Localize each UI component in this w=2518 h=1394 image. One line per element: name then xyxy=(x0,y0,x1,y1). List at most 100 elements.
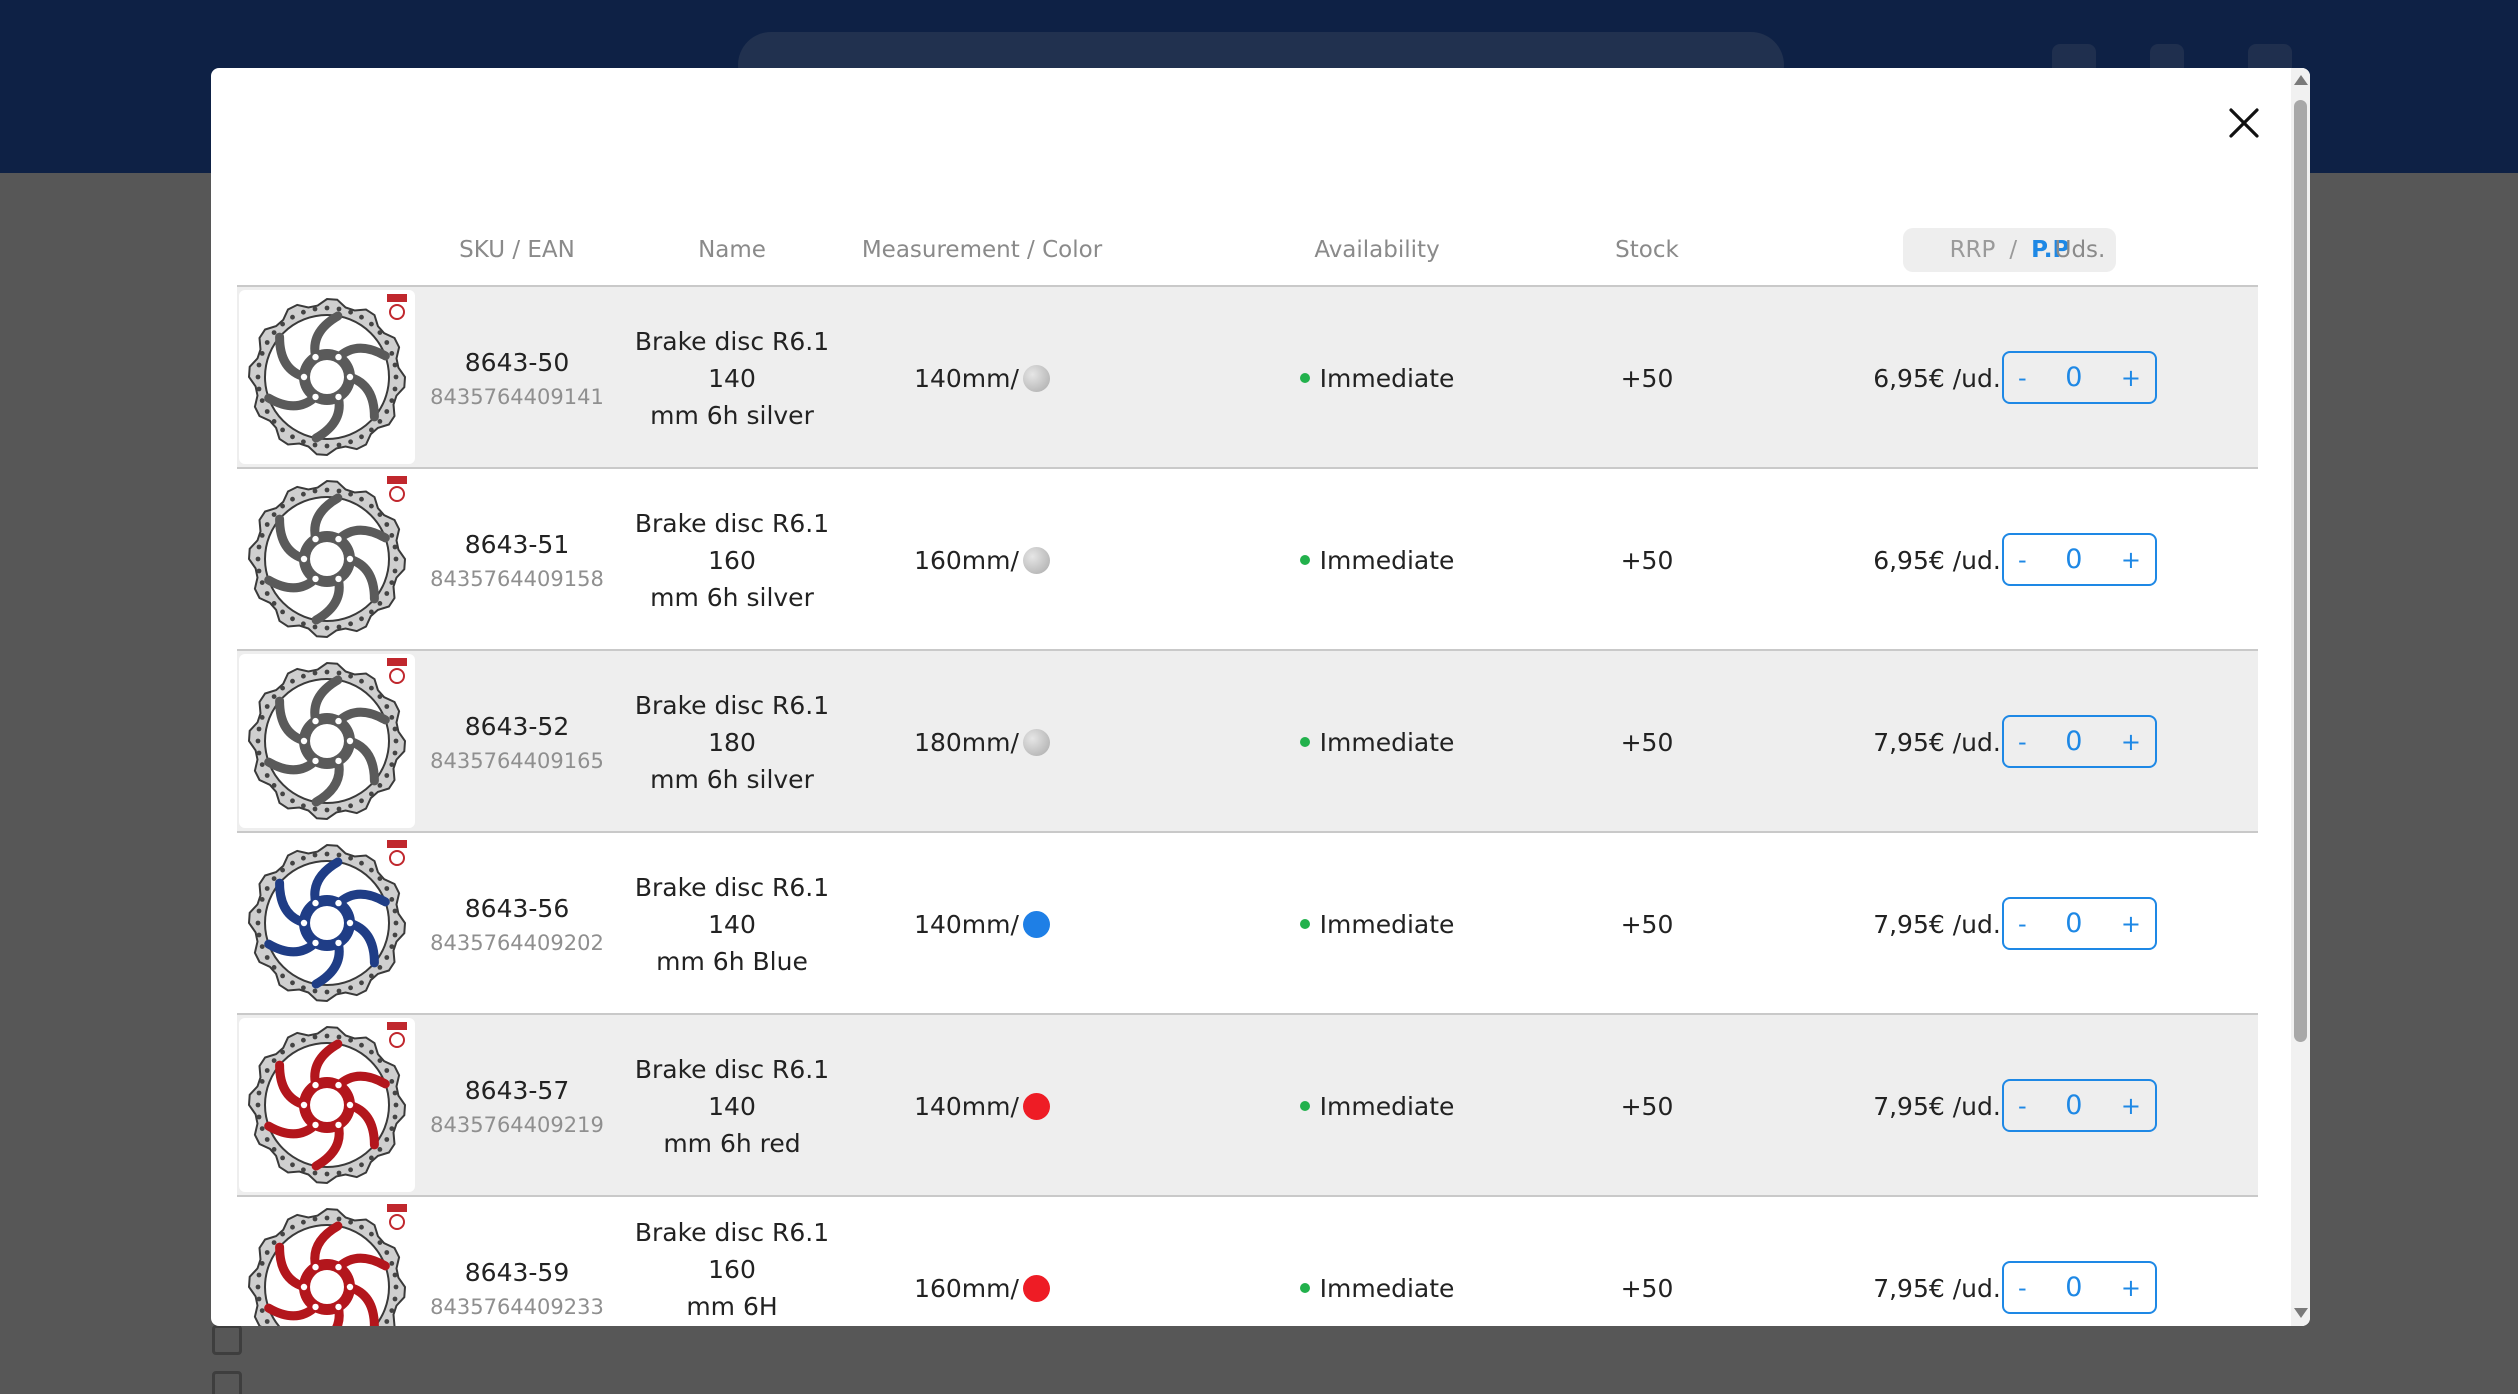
decrease-quantity-button[interactable]: - xyxy=(2018,1273,2027,1302)
quantity-stepper[interactable]: - 0 + xyxy=(2002,533,2157,586)
measurement-text: 160mm/ xyxy=(914,545,1019,575)
price-mode-rrp[interactable]: RRP xyxy=(1949,237,1996,263)
quantity-stepper[interactable]: - 0 + xyxy=(2002,351,2157,404)
scroll-up-arrow-icon[interactable] xyxy=(2294,75,2308,85)
ean-text: 8435764409202 xyxy=(430,930,604,955)
price-cell: 6,95€ /ud. xyxy=(1857,287,2017,469)
measurement-text: 180mm/ xyxy=(914,727,1019,757)
scroll-down-arrow-icon[interactable] xyxy=(2294,1308,2308,1318)
table-row[interactable]: 8643-57 8435764409219 Brake disc R6.1 14… xyxy=(237,1013,2258,1195)
product-name-line2: mm 6h silver xyxy=(650,400,814,430)
close-button[interactable] xyxy=(2219,98,2269,148)
quantity-input[interactable]: 0 xyxy=(2065,1090,2083,1121)
stock-cell: +50 xyxy=(1567,651,1727,833)
product-thumbnail[interactable] xyxy=(239,472,415,646)
stock-text: +50 xyxy=(1620,545,1674,575)
modal-scrollbar[interactable] xyxy=(2291,68,2310,1326)
measurement-color-cell: 160mm/ xyxy=(847,469,1117,651)
stock-cell: +50 xyxy=(1567,469,1727,651)
price-text: 6,95€ /ud. xyxy=(1873,545,2001,575)
close-icon xyxy=(2229,108,2259,138)
quantity-input[interactable]: 0 xyxy=(2065,908,2083,939)
table-row[interactable]: 8643-59 8435764409233 Brake disc R6.1 16… xyxy=(237,1195,2258,1326)
increase-quantity-button[interactable]: + xyxy=(2120,363,2141,392)
product-name-line2: mm 6h red xyxy=(663,1128,801,1158)
increase-quantity-button[interactable]: + xyxy=(2120,1091,2141,1120)
increase-quantity-button[interactable]: + xyxy=(2120,909,2141,938)
scrollbar-thumb[interactable] xyxy=(2294,100,2307,1042)
quantity-input[interactable]: 0 xyxy=(2065,1272,2083,1303)
increase-quantity-button[interactable]: + xyxy=(2120,1273,2141,1302)
quantity-stepper[interactable]: - 0 + xyxy=(2002,715,2157,768)
decrease-quantity-button[interactable]: - xyxy=(2018,909,2027,938)
quantity-input[interactable]: 0 xyxy=(2065,362,2083,393)
price-mode-toggle[interactable]: RRP / P.P xyxy=(1903,228,2116,272)
header-sku-ean: SKU / EAN xyxy=(459,237,575,263)
header-measurement-color: Measurement / Color xyxy=(861,237,1103,263)
product-variants-modal: SKU / EAN Name Measurement / Color Avail… xyxy=(211,68,2310,1326)
increase-quantity-button[interactable]: + xyxy=(2120,727,2141,756)
table-row[interactable]: 8643-51 8435764409158 Brake disc R6.1 16… xyxy=(237,467,2258,649)
product-name-cell: Brake disc R6.1 160 mm 6H [RAMBOMIL] xyxy=(617,1197,847,1326)
quantity-input[interactable]: 0 xyxy=(2065,726,2083,757)
availability-dot-icon xyxy=(1299,555,1310,565)
availability-text: Immediate xyxy=(1319,727,1455,757)
availability-cell: Immediate xyxy=(1277,651,1477,833)
sku-text: 8643-57 xyxy=(464,1075,570,1105)
decrease-quantity-button[interactable]: - xyxy=(2018,1091,2027,1120)
product-name-cell: Brake disc R6.1 140 mm 6h silver xyxy=(617,287,847,469)
price-mode-pp[interactable]: P.P xyxy=(2031,237,2070,263)
product-name-cell: Brake disc R6.1 140 mm 6h Blue xyxy=(617,833,847,1015)
header-stock: Stock xyxy=(1615,237,1679,263)
sku-text: 8643-56 xyxy=(464,893,570,923)
availability-text: Immediate xyxy=(1319,545,1455,575)
availability-text: Immediate xyxy=(1319,909,1455,939)
stock-text: +50 xyxy=(1620,363,1674,393)
measurement-text: 140mm/ xyxy=(914,909,1019,939)
stock-text: +50 xyxy=(1620,909,1674,939)
ean-text: 8435764409165 xyxy=(430,748,604,773)
decrease-quantity-button[interactable]: - xyxy=(2018,363,2027,392)
product-thumbnail[interactable] xyxy=(239,290,415,464)
availability-cell: Immediate xyxy=(1277,833,1477,1015)
stock-cell: +50 xyxy=(1567,287,1727,469)
stock-text: +50 xyxy=(1620,727,1674,757)
availability-cell: Immediate xyxy=(1277,1197,1477,1326)
quantity-stepper[interactable]: - 0 + xyxy=(2002,1079,2157,1132)
table-row[interactable]: 8643-50 8435764409141 Brake disc R6.1 14… xyxy=(237,285,2258,467)
header-name: Name xyxy=(698,237,766,263)
stock-cell: +50 xyxy=(1567,1015,1727,1197)
brake-disc-image xyxy=(247,1022,407,1185)
availability-dot-icon xyxy=(1299,919,1310,929)
product-thumbnail[interactable] xyxy=(239,654,415,828)
product-name-line1: Brake disc R6.1 140 xyxy=(634,326,830,393)
sku-ean-cell: 8643-57 8435764409219 xyxy=(417,1015,617,1197)
product-name-line1: Brake disc R6.1 140 xyxy=(634,872,830,939)
product-thumbnail[interactable] xyxy=(239,1200,415,1326)
quantity-input[interactable]: 0 xyxy=(2065,544,2083,575)
sku-ean-cell: 8643-51 8435764409158 xyxy=(417,469,617,651)
ean-text: 8435764409141 xyxy=(430,384,604,409)
measurement-text: 160mm/ xyxy=(914,1273,1019,1303)
increase-quantity-button[interactable]: + xyxy=(2120,545,2141,574)
background-checkbox xyxy=(212,1371,242,1394)
table-row[interactable]: 8643-52 8435764409165 Brake disc R6.1 18… xyxy=(237,649,2258,831)
quantity-stepper[interactable]: - 0 + xyxy=(2002,1261,2157,1314)
product-thumbnail[interactable] xyxy=(239,836,415,1010)
background-checkbox xyxy=(212,1325,242,1355)
table-row[interactable]: 8643-56 8435764409202 Brake disc R6.1 14… xyxy=(237,831,2258,1013)
product-thumbnail[interactable] xyxy=(239,1018,415,1192)
price-text: 6,95€ /ud. xyxy=(1873,363,2001,393)
sku-text: 8643-51 xyxy=(464,529,570,559)
header-units: Uds. xyxy=(2054,237,2106,263)
availability-text: Immediate xyxy=(1319,363,1455,393)
product-name-line1: Brake disc R6.1 140 xyxy=(634,1054,830,1121)
decrease-quantity-button[interactable]: - xyxy=(2018,545,2027,574)
decrease-quantity-button[interactable]: - xyxy=(2018,727,2027,756)
price-text: 7,95€ /ud. xyxy=(1873,727,2001,757)
measurement-color-cell: 140mm/ xyxy=(847,287,1117,469)
product-name-cell: Brake disc R6.1 180 mm 6h silver xyxy=(617,651,847,833)
sku-text: 8643-52 xyxy=(464,711,570,741)
availability-text: Immediate xyxy=(1319,1091,1455,1121)
quantity-stepper[interactable]: - 0 + xyxy=(2002,897,2157,950)
